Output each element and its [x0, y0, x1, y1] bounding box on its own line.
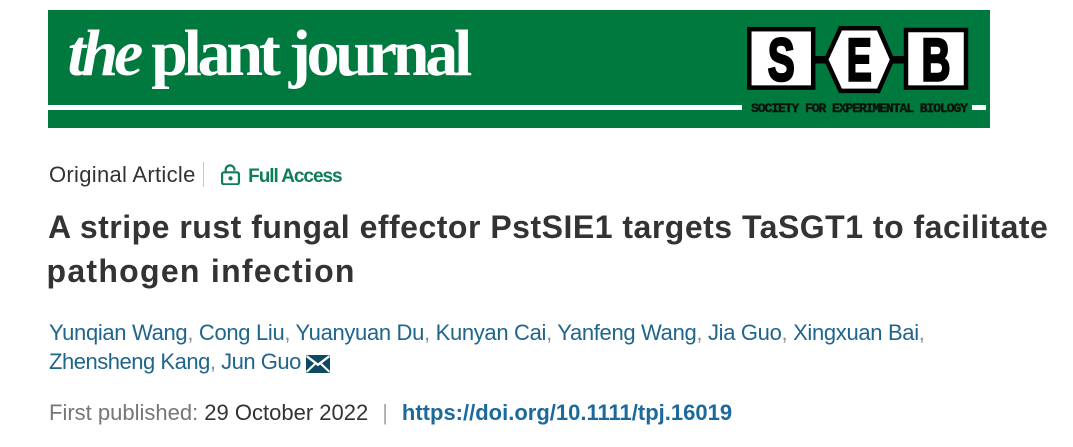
svg-text:B: B [922, 27, 951, 94]
svg-text:E: E [847, 27, 872, 94]
svg-text:S: S [768, 27, 795, 94]
